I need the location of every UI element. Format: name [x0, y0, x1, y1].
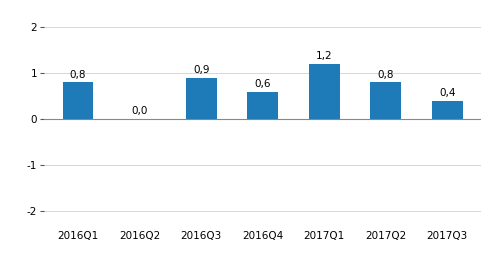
Bar [370, 82, 401, 119]
Bar [309, 64, 340, 119]
Text: 0,6: 0,6 [254, 79, 271, 89]
Text: 0,9: 0,9 [193, 65, 209, 75]
Text: 1,2: 1,2 [316, 51, 332, 61]
Text: 0,8: 0,8 [70, 70, 86, 80]
Text: 0,4: 0,4 [439, 88, 456, 98]
Text: 0,8: 0,8 [378, 70, 394, 80]
Text: 0,0: 0,0 [132, 107, 148, 117]
Bar [63, 82, 93, 119]
Bar [432, 101, 463, 119]
Bar [186, 78, 217, 119]
Bar [247, 92, 278, 119]
